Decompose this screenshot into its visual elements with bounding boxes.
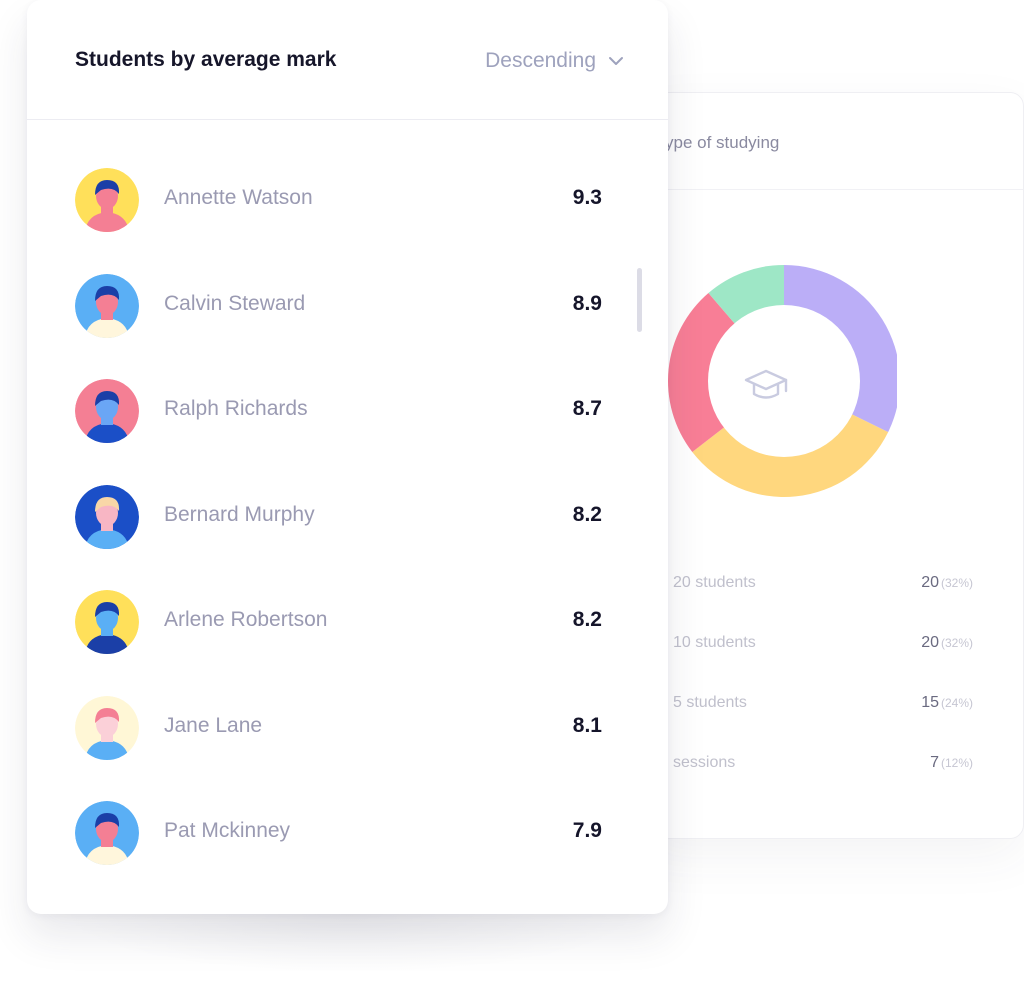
- student-name: Pat Mckinney: [164, 819, 291, 842]
- legend-label: sessions: [673, 754, 736, 771]
- student-row[interactable]: Annette Watson 9.3: [27, 168, 668, 258]
- student-mark: 8.7: [572, 397, 602, 420]
- student-mark: 8.2: [572, 502, 602, 526]
- sort-order-label: Descending: [485, 49, 596, 72]
- type-of-studying-card: ype of studying 20 students 20 (32%) 10 s…: [640, 92, 1024, 839]
- student-mark: 9.3: [572, 186, 602, 209]
- student-name: Jane Lane: [164, 713, 263, 737]
- chevron-down-icon: [609, 57, 623, 65]
- student-avatar: [75, 379, 139, 443]
- student-avatar: [75, 590, 139, 654]
- type-card-header: ype of studying: [641, 93, 1023, 190]
- legend-label: 20 students: [673, 574, 756, 591]
- card-shadow: [60, 914, 640, 974]
- sort-order-dropdown[interactable]: Descending: [485, 46, 624, 76]
- list-scrollbar[interactable]: [637, 268, 642, 332]
- student-name: Calvin Steward: [164, 291, 306, 315]
- student-mark: 8.2: [572, 608, 602, 631]
- student-mark: 7.9: [572, 819, 602, 842]
- student-row[interactable]: Jane Lane 8.1: [27, 695, 668, 786]
- student-avatar: [75, 168, 139, 232]
- student-name: Annette Watson: [164, 186, 313, 209]
- student-row[interactable]: Ralph Richards 8.7: [27, 379, 668, 469]
- student-row[interactable]: Pat Mckinney 7.9: [27, 801, 668, 891]
- student-mark: 8.1: [572, 713, 602, 737]
- student-avatar: [75, 273, 139, 338]
- legend-row: 20 students 20 (32%): [673, 574, 973, 598]
- legend-label: 5 students: [673, 694, 747, 711]
- student-row[interactable]: Bernard Murphy 8.2: [27, 484, 668, 575]
- student-avatar: [75, 484, 139, 549]
- legend-value: 7 (12%): [930, 754, 973, 771]
- student-avatar: [75, 695, 139, 760]
- graduation-cap-icon: [744, 369, 788, 399]
- students-card-title: Students by average mark: [75, 48, 337, 71]
- student-avatar: [75, 801, 139, 865]
- legend-value: 20 (32%): [921, 574, 973, 591]
- legend-value: 15 (24%): [921, 694, 973, 711]
- legend-value: 20 (32%): [921, 634, 973, 651]
- student-name: Ralph Richards: [164, 397, 308, 420]
- legend-row: 5 students 15 (24%): [673, 694, 973, 718]
- type-card-title: ype of studying: [665, 133, 780, 152]
- legend-label: 10 students: [673, 634, 756, 651]
- student-row[interactable]: Arlene Robertson 8.2: [27, 590, 668, 680]
- student-name: Arlene Robertson: [164, 608, 328, 631]
- students-card-header: Students by average mark Descending: [27, 0, 668, 120]
- students-by-mark-card: Students by average mark Descending Anne…: [27, 0, 668, 914]
- legend-row: sessions 7 (12%): [673, 754, 973, 778]
- student-name: Bernard Murphy: [164, 502, 315, 526]
- student-row[interactable]: Calvin Steward 8.9: [27, 273, 668, 364]
- student-mark: 8.9: [572, 291, 602, 315]
- legend-row: 10 students 20 (32%): [673, 634, 973, 658]
